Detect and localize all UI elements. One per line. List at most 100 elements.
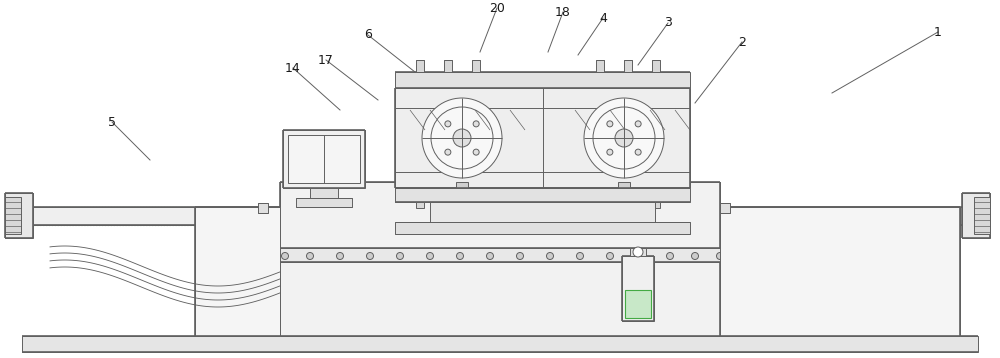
Bar: [288, 135, 360, 183]
Circle shape: [584, 98, 664, 178]
Bar: [618, 182, 630, 188]
Bar: [720, 203, 730, 213]
Bar: [395, 88, 690, 188]
Circle shape: [422, 98, 502, 178]
Circle shape: [615, 129, 633, 147]
Text: 14: 14: [285, 62, 301, 74]
Circle shape: [445, 121, 451, 127]
Circle shape: [692, 252, 698, 260]
Ellipse shape: [334, 151, 340, 159]
Bar: [296, 198, 352, 207]
Ellipse shape: [304, 151, 308, 159]
Ellipse shape: [349, 151, 354, 159]
Ellipse shape: [334, 139, 340, 147]
Circle shape: [607, 149, 613, 155]
Circle shape: [732, 252, 738, 260]
Ellipse shape: [342, 151, 347, 159]
Ellipse shape: [290, 139, 294, 147]
Bar: [395, 222, 690, 234]
Circle shape: [576, 252, 584, 260]
Bar: [652, 202, 660, 208]
Bar: [624, 60, 632, 72]
Circle shape: [637, 252, 644, 260]
Bar: [22, 336, 978, 352]
Circle shape: [426, 252, 434, 260]
Ellipse shape: [318, 139, 322, 147]
Circle shape: [716, 252, 724, 260]
Circle shape: [606, 252, 614, 260]
Text: 20: 20: [489, 1, 505, 15]
Circle shape: [666, 252, 674, 260]
Bar: [430, 202, 655, 222]
Text: 5: 5: [108, 116, 116, 129]
Circle shape: [546, 252, 554, 260]
Bar: [416, 60, 424, 72]
Ellipse shape: [344, 201, 352, 205]
Bar: [622, 256, 654, 321]
Circle shape: [635, 121, 641, 127]
Text: 17: 17: [318, 53, 334, 67]
Bar: [720, 207, 970, 225]
Circle shape: [607, 121, 613, 127]
Text: 1: 1: [934, 25, 942, 39]
Bar: [622, 256, 654, 321]
Bar: [22, 207, 280, 225]
Bar: [720, 207, 960, 336]
Bar: [310, 188, 338, 198]
Bar: [624, 202, 632, 208]
Circle shape: [453, 129, 471, 147]
Circle shape: [635, 149, 641, 155]
Bar: [596, 202, 604, 208]
Circle shape: [396, 252, 404, 260]
Ellipse shape: [304, 139, 308, 147]
Bar: [283, 130, 365, 188]
Ellipse shape: [310, 139, 316, 147]
Bar: [652, 60, 660, 72]
Bar: [280, 182, 720, 336]
Circle shape: [445, 149, 451, 155]
Ellipse shape: [328, 151, 332, 159]
Bar: [22, 207, 280, 225]
Text: 2: 2: [738, 35, 746, 48]
Bar: [395, 188, 690, 202]
Bar: [444, 60, 452, 72]
Circle shape: [473, 149, 479, 155]
Bar: [395, 72, 690, 88]
Bar: [255, 248, 745, 262]
Bar: [625, 290, 651, 318]
Ellipse shape: [354, 201, 362, 205]
Ellipse shape: [296, 151, 302, 159]
Circle shape: [633, 247, 643, 257]
Bar: [258, 203, 268, 213]
Bar: [195, 207, 280, 336]
Bar: [456, 182, 468, 188]
Text: 3: 3: [664, 16, 672, 29]
Circle shape: [262, 252, 268, 260]
Text: 4: 4: [599, 11, 607, 24]
Ellipse shape: [342, 139, 347, 147]
Text: 18: 18: [555, 5, 571, 19]
Ellipse shape: [318, 151, 322, 159]
Ellipse shape: [356, 139, 360, 147]
Circle shape: [456, 252, 464, 260]
Bar: [720, 207, 970, 225]
Ellipse shape: [314, 201, 322, 205]
Bar: [630, 248, 646, 256]
Ellipse shape: [324, 201, 332, 205]
Bar: [5, 193, 33, 238]
Ellipse shape: [310, 151, 316, 159]
Circle shape: [486, 252, 494, 260]
Ellipse shape: [304, 201, 312, 205]
Ellipse shape: [294, 201, 302, 205]
Circle shape: [516, 252, 524, 260]
Circle shape: [473, 121, 479, 127]
Ellipse shape: [356, 151, 360, 159]
Bar: [962, 193, 990, 238]
Ellipse shape: [296, 139, 302, 147]
Ellipse shape: [290, 151, 294, 159]
Bar: [472, 202, 480, 208]
Bar: [444, 202, 452, 208]
Circle shape: [366, 252, 374, 260]
Text: 6: 6: [364, 29, 372, 42]
Bar: [5, 197, 21, 234]
